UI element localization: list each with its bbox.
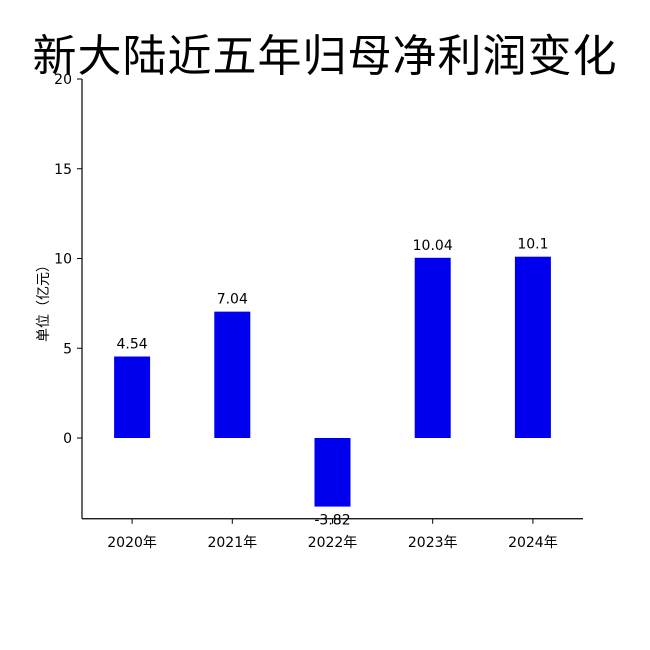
chart-title: 新大陆近五年归母净利润变化: [32, 31, 618, 82]
bar: [114, 356, 151, 438]
x-tick-label: 2022年: [308, 535, 358, 551]
x-tick-label: 2024年: [508, 535, 558, 551]
data-label: 7.04: [217, 292, 248, 308]
axes: 0 5 10 15 20 2020年 2021年 2022年 2023年 2024年: [54, 72, 583, 551]
bar: [214, 311, 251, 438]
data-label: 10.04: [413, 238, 453, 254]
bar: [414, 257, 451, 438]
data-labels: 4.54 7.04 -3.82 10.04 10.1: [117, 237, 549, 529]
x-tick-label: 2023年: [408, 535, 458, 551]
x-tick-label: 2020年: [107, 535, 157, 551]
data-label: 10.1: [517, 237, 548, 253]
y-tick-label: 0: [63, 431, 72, 447]
y-axis-label: 单位（亿元）: [36, 258, 52, 342]
data-label: -3.82: [314, 513, 350, 529]
y-tick-label: 15: [54, 162, 72, 178]
y-tick-label: 20: [54, 72, 72, 88]
bar: [314, 438, 351, 507]
bars: [114, 256, 551, 507]
data-label: 4.54: [117, 337, 148, 353]
y-tick-label: 10: [54, 252, 72, 268]
bar: [514, 256, 551, 438]
x-tick-label: 2021年: [207, 535, 257, 551]
y-tick-label: 5: [63, 341, 72, 357]
